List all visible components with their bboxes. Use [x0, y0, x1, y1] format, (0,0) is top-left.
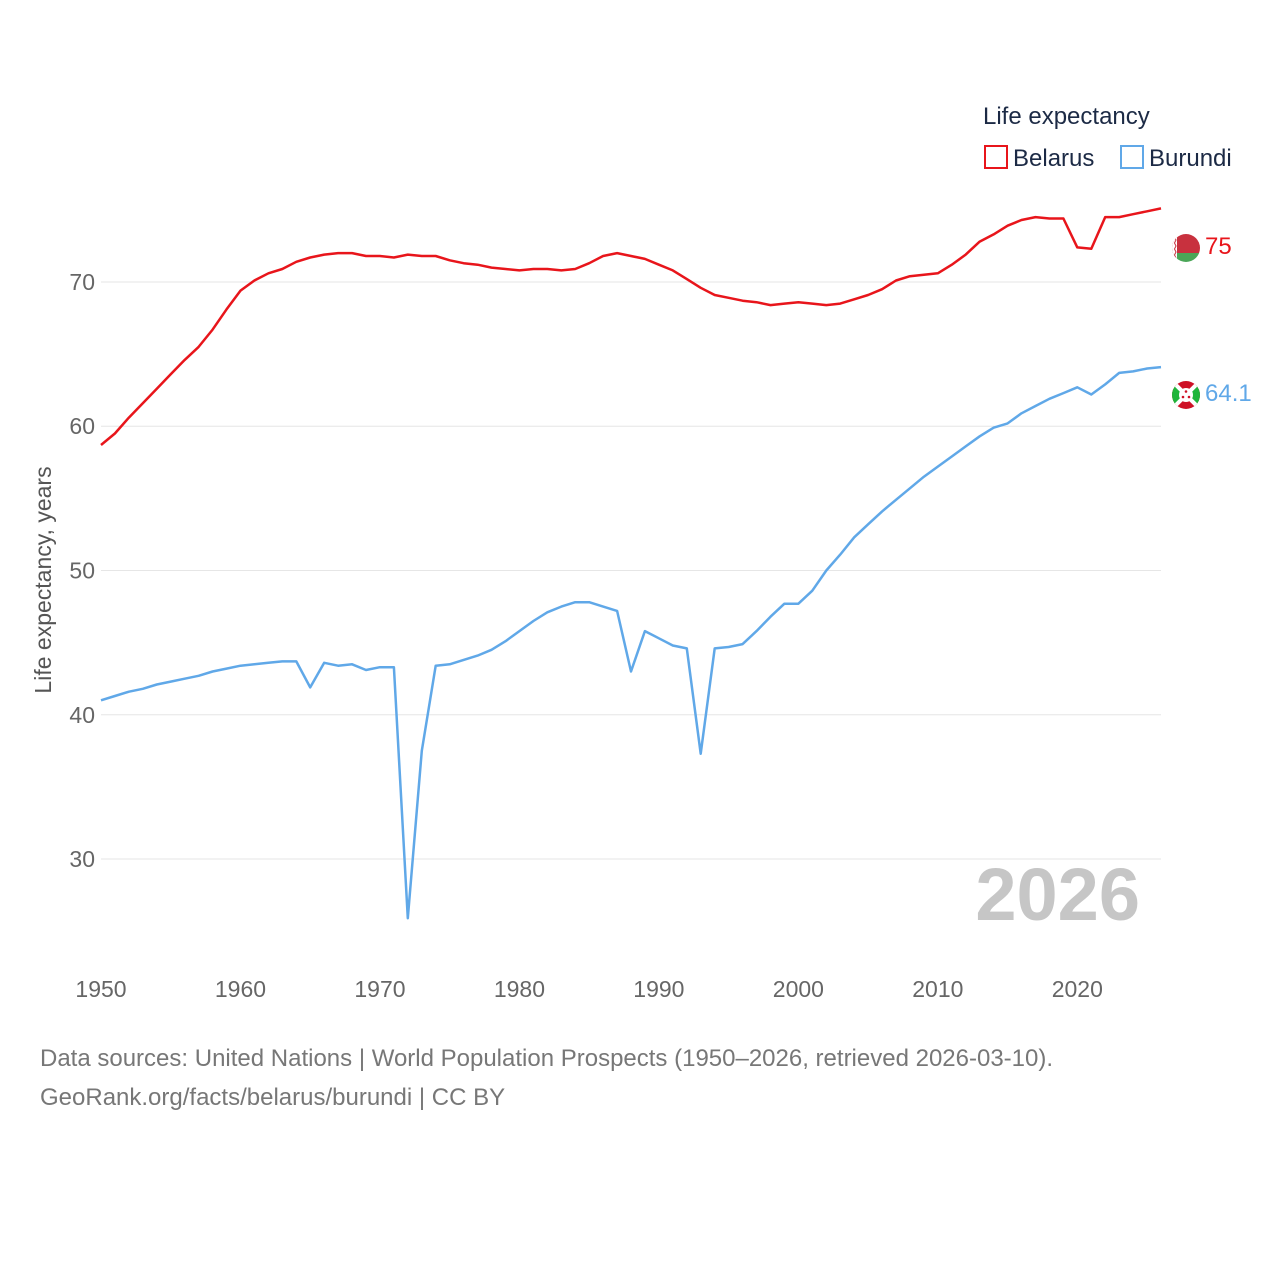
belarus-flag-icon — [1172, 234, 1200, 262]
x-tick-1980: 1980 — [494, 976, 545, 1002]
x-tick-2010: 2010 — [912, 976, 963, 1002]
series-line-burundi[interactable] — [100, 365, 1162, 920]
burundi-flag-icon — [1172, 381, 1200, 409]
footer-attribution: GeoRank.org/facts/belarus/burundi | CC B… — [40, 1084, 506, 1111]
legend-label-belarus[interactable]: Belarus — [1013, 145, 1094, 172]
x-tick-1960: 1960 — [215, 976, 266, 1002]
end-label-belarus: 75 — [1205, 233, 1232, 260]
y-axis-title: Life expectancy, years — [30, 466, 56, 693]
grid — [101, 281, 1161, 860]
current-year-label: 2026 — [975, 853, 1140, 936]
y-tick-60: 60 — [69, 413, 95, 439]
legend-swatch-belarus[interactable] — [984, 145, 1008, 169]
x-tick-1990: 1990 — [633, 976, 684, 1002]
footer-sources: Data sources: United Nations | World Pop… — [40, 1045, 1054, 1072]
y-tick-30: 30 — [69, 846, 95, 872]
y-tick-50: 50 — [69, 558, 95, 584]
x-tick-2020: 2020 — [1052, 976, 1103, 1002]
x-tick-1950: 1950 — [75, 976, 126, 1002]
legend: Life expectancy Belarus Burundi — [983, 103, 1232, 172]
series-line-belarus[interactable] — [100, 207, 1162, 446]
end-label-burundi: 64.1 — [1205, 380, 1252, 407]
legend-swatch-burundi[interactable] — [1120, 145, 1144, 169]
y-tick-70: 70 — [69, 269, 95, 295]
series-layer — [100, 207, 1162, 920]
y-tick-40: 40 — [69, 702, 95, 728]
legend-title: Life expectancy — [983, 103, 1150, 130]
x-tick-2000: 2000 — [773, 976, 824, 1002]
y-axis-ticks: 30 40 50 60 70 — [69, 269, 95, 872]
x-axis-ticks: 1950 1960 1970 1980 1990 2000 2010 2020 — [75, 976, 1102, 1002]
x-tick-1970: 1970 — [354, 976, 405, 1002]
legend-label-burundi[interactable]: Burundi — [1149, 145, 1232, 172]
